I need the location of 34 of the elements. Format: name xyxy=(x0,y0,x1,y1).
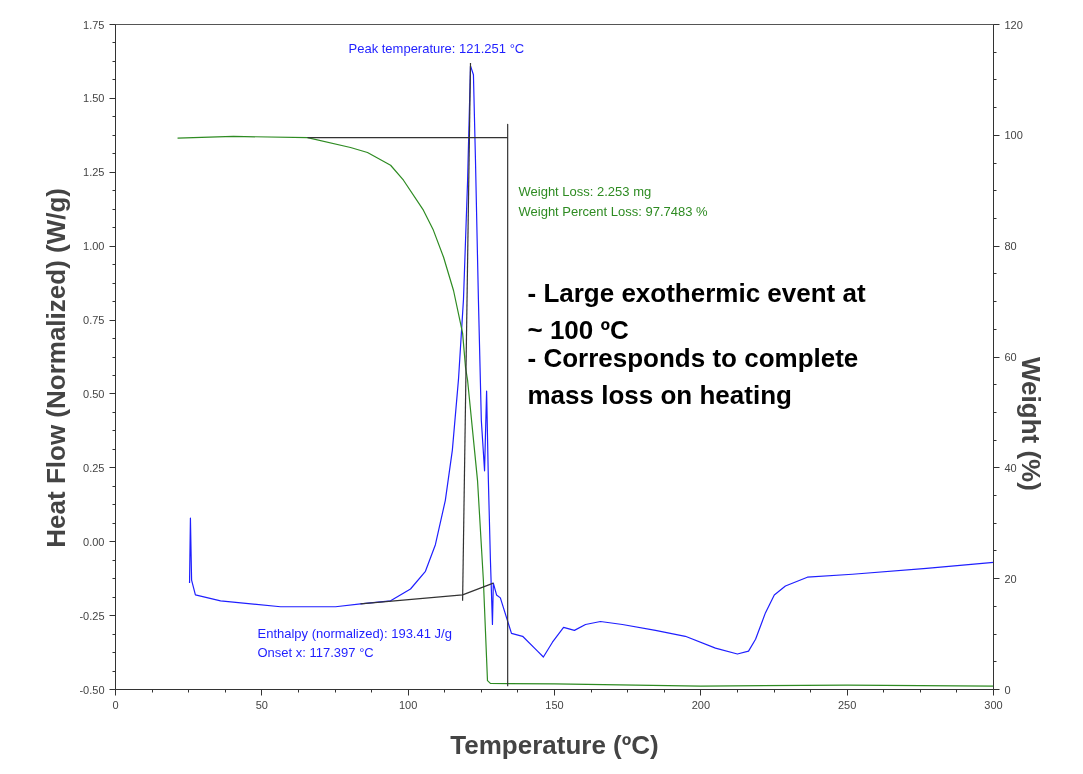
y2-tick-label: 20 xyxy=(1004,572,1017,585)
x-tick-label: 150 xyxy=(545,698,564,711)
annotation: - Corresponds to complete mass loss on heating xyxy=(527,342,859,410)
y-tick-label: 1.25 xyxy=(83,166,105,179)
annotation: Weight Loss: 2.253 mg xyxy=(518,183,652,199)
y2-tick-label: 120 xyxy=(1004,18,1023,31)
y-tick-label: 1.50 xyxy=(83,92,105,105)
x-tick-label: 0 xyxy=(112,698,119,711)
y2-tick-label: 80 xyxy=(1004,240,1017,253)
x-tick-label: 200 xyxy=(691,698,711,711)
x-axis-title: Temperature (ºC) xyxy=(450,729,659,760)
y-tick-label: -0.50 xyxy=(79,683,105,696)
annotation: Weight Percent Loss: 97.7483 % xyxy=(518,203,709,219)
y-tick-label: 1.00 xyxy=(83,240,105,253)
y-tick-label: 0.00 xyxy=(83,535,105,548)
y-tick-label: 0.25 xyxy=(83,461,105,474)
y2-axis-title: Weight (%) xyxy=(1015,357,1046,491)
y2-tick-label: 60 xyxy=(1004,351,1017,363)
x-tick-label: 50 xyxy=(255,698,268,711)
y-tick-label: 0.75 xyxy=(83,314,105,327)
y-tick-label: 1.75 xyxy=(83,18,105,31)
y2-tick-label: 100 xyxy=(1004,129,1023,142)
y-axis-title: Heat Flow (Normalized) (W/g) xyxy=(41,187,72,548)
x-tick-label: 250 xyxy=(837,698,857,711)
x-tick-label: 300 xyxy=(984,698,1003,711)
y-tick-label: 0.50 xyxy=(83,387,105,400)
annotation: - Large exothermic event at ~ 100 ºC xyxy=(527,277,866,345)
y2-tick-label: 0 xyxy=(1004,683,1011,696)
annotation: Enthalpy (normalized): 193.41 J/g xyxy=(257,625,452,641)
annotation: Onset x: 117.397 °C xyxy=(257,644,374,660)
x-tick-label: 100 xyxy=(398,698,418,711)
y2-tick-label: 40 xyxy=(1004,461,1017,474)
annotation: Peak temperature: 121.251 °C xyxy=(348,40,525,56)
y-tick-label: -0.25 xyxy=(79,609,105,622)
